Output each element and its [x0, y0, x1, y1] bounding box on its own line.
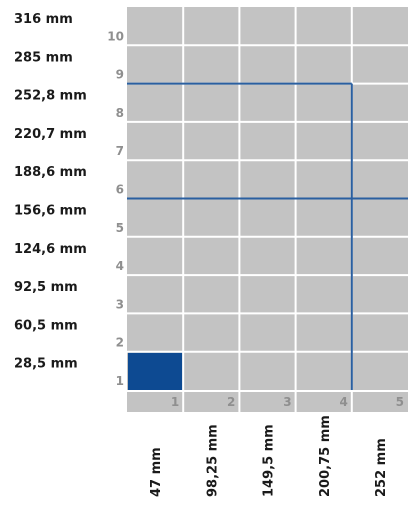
grid-background — [127, 7, 408, 412]
column-width-label: 200,75 mm — [318, 415, 333, 497]
row-height-label: 156,6 mm — [14, 204, 87, 219]
column-number: 4 — [339, 395, 347, 409]
row-number: 3 — [116, 297, 124, 311]
row-height-label: 252,8 mm — [14, 89, 87, 104]
column-number: 2 — [227, 395, 235, 409]
row-height-label: 60,5 mm — [14, 318, 78, 333]
row-number: 6 — [116, 183, 124, 197]
row-number: 10 — [107, 29, 124, 43]
row-number: 9 — [116, 68, 124, 82]
column-width-label: 252 mm — [374, 438, 389, 497]
column-width-label: 47 mm — [149, 447, 164, 497]
row-height-label: 220,7 mm — [14, 127, 87, 142]
row-height-label: 285 mm — [14, 50, 73, 65]
row-number: 2 — [116, 336, 124, 350]
row-number: 5 — [116, 221, 124, 235]
column-number: 1 — [171, 395, 179, 409]
row-number: 1 — [116, 374, 124, 388]
row-height-label: 316 mm — [14, 12, 73, 27]
row-number: 8 — [116, 106, 124, 120]
row-height-label: 92,5 mm — [14, 280, 78, 295]
selected-cell — [128, 352, 183, 390]
row-height-label: 188,6 mm — [14, 165, 87, 180]
row-height-label: 124,6 mm — [14, 242, 87, 257]
column-width-label: 98,25 mm — [205, 424, 220, 497]
column-number: 5 — [396, 395, 404, 409]
column-width-label: 149,5 mm — [262, 424, 277, 497]
row-height-label: 28,5 mm — [14, 357, 78, 372]
row-number: 4 — [116, 259, 124, 273]
row-number: 7 — [116, 144, 124, 158]
column-number: 3 — [283, 395, 291, 409]
